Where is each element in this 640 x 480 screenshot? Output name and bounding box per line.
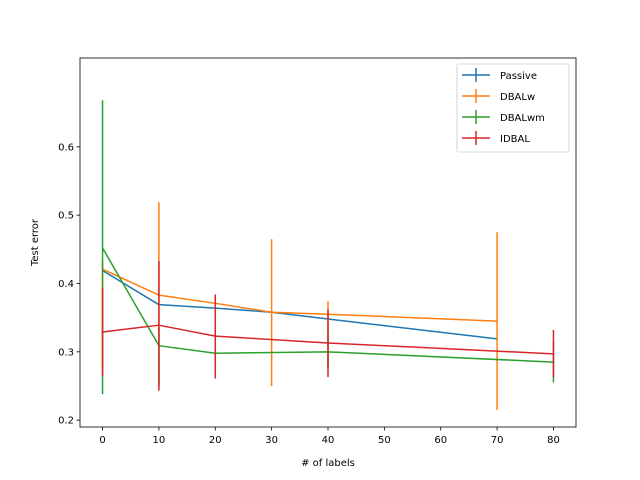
idbal-data-point: [552, 353, 555, 355]
x-axis-ticks: 0 10 20 30 40 50 60 70 80: [99, 427, 560, 446]
x-tick-label: 70: [491, 435, 504, 446]
legend-label: Passive: [500, 71, 537, 82]
y-tick-label: 0.5: [58, 211, 74, 222]
x-tick-label: 10: [153, 435, 166, 446]
y-tick-label: 0.4: [58, 279, 74, 290]
legend-label: DBALw: [500, 92, 535, 103]
legend-label: IDBAL: [500, 134, 530, 145]
legend-entry-dbalwm: DBALwm: [462, 110, 545, 124]
x-tick-label: 20: [209, 435, 222, 446]
legend-entry-passive: Passive: [462, 68, 537, 82]
y-axis-ticks: 0.2 0.3 0.4 0.5 0.6: [58, 142, 80, 427]
idbal-data-point: [158, 324, 160, 326]
x-axis-label: # of labels: [301, 458, 355, 469]
dbalw-series-line: [102, 268, 498, 322]
y-axis-label: Test error: [30, 218, 41, 267]
x-tick-label: 60: [434, 435, 447, 446]
legend-entry-dbalw: DBALw: [462, 89, 535, 103]
idbal-data-point: [214, 335, 217, 337]
dbalwm-data-point: [101, 247, 104, 249]
y-tick-label: 0.6: [58, 142, 74, 153]
idbal-data-point: [327, 342, 329, 344]
plot-marks: [101, 100, 555, 410]
passive-series-line: [102, 269, 498, 340]
legend: Passive DBALw DBALwm IDBAL: [456, 63, 570, 153]
dbalw-data-point: [496, 320, 498, 322]
x-tick-label: 40: [322, 435, 335, 446]
x-tick-label: 30: [265, 435, 278, 446]
x-tick-label: 50: [378, 435, 391, 446]
dbalw-data-point: [270, 311, 273, 314]
legend-box: [456, 63, 570, 153]
legend-entry-idbal: IDBAL: [462, 131, 530, 145]
x-tick-label: 80: [547, 435, 560, 446]
y-tick-label: 0.2: [58, 416, 74, 427]
legend-label: DBALwm: [500, 113, 545, 124]
y-tick-label: 0.3: [58, 347, 74, 358]
x-tick-label: 0: [99, 435, 105, 446]
idbal-data-point: [101, 331, 104, 333]
